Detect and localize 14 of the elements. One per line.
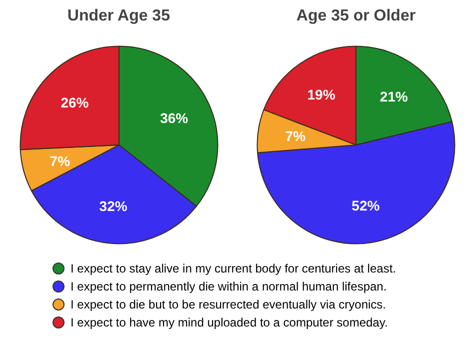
data-label: 26% bbox=[60, 94, 90, 110]
data-label: 7% bbox=[50, 153, 71, 170]
data-label: 52% bbox=[352, 198, 380, 214]
legend-label: I expect to die but to be resurrected eventually via cryonics. bbox=[70, 298, 386, 312]
data-label: 7% bbox=[285, 128, 306, 144]
chart-title: Under Age 35 bbox=[67, 8, 170, 24]
data-label: 19% bbox=[307, 86, 336, 102]
data-label: 36% bbox=[160, 110, 189, 126]
legend-label: I expect to have my mind uploaded to a computer someday. bbox=[70, 316, 388, 330]
data-label: 32% bbox=[99, 198, 128, 214]
chart-title: Age 35 or Older bbox=[296, 8, 416, 24]
data-label: 21% bbox=[380, 88, 408, 105]
legend-label: I expect to stay alive in my current body for centuries at least. bbox=[70, 262, 396, 276]
legend-label: I expect to permanently die within a normal human lifespan. bbox=[70, 280, 387, 294]
